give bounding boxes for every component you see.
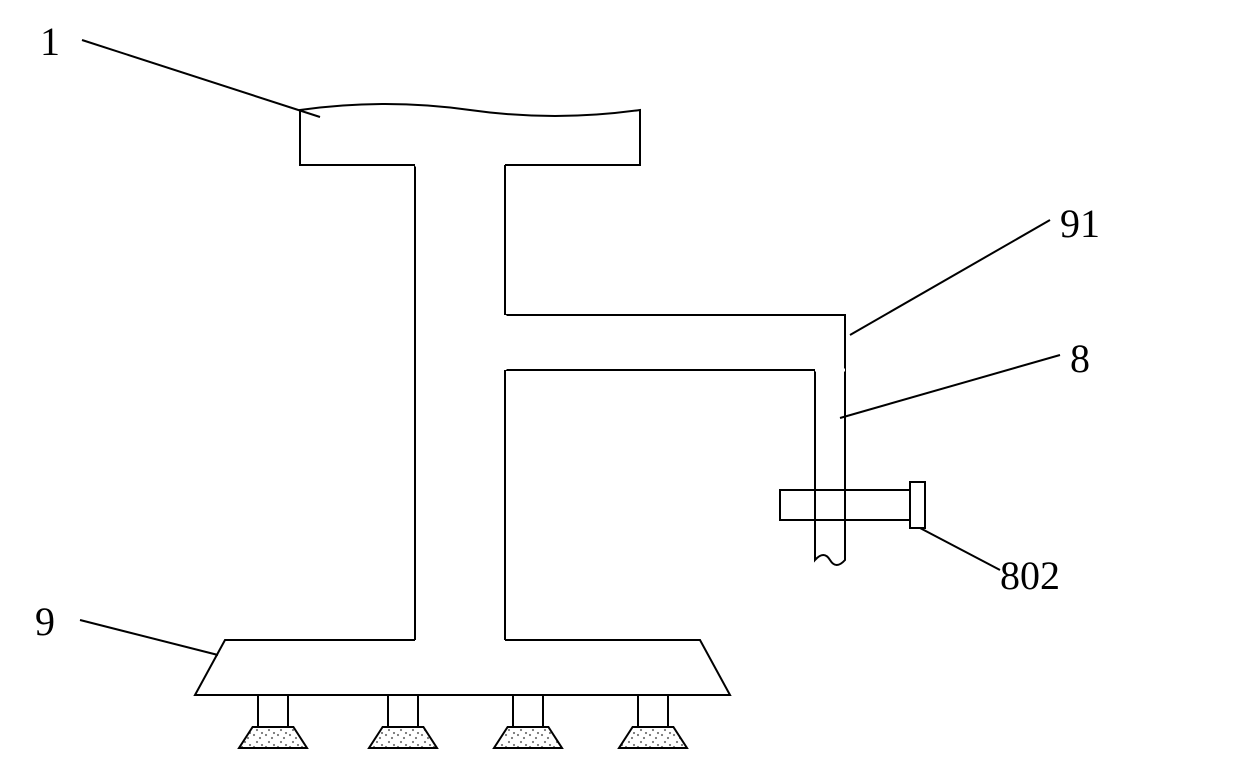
engineering-diagram	[0, 0, 1239, 767]
label-part-802: 802	[1000, 552, 1060, 599]
label-part-8: 8	[1070, 335, 1090, 382]
label-part-1: 1	[40, 18, 60, 65]
label-part-9: 9	[35, 598, 55, 645]
label-part-91: 91	[1060, 200, 1100, 247]
